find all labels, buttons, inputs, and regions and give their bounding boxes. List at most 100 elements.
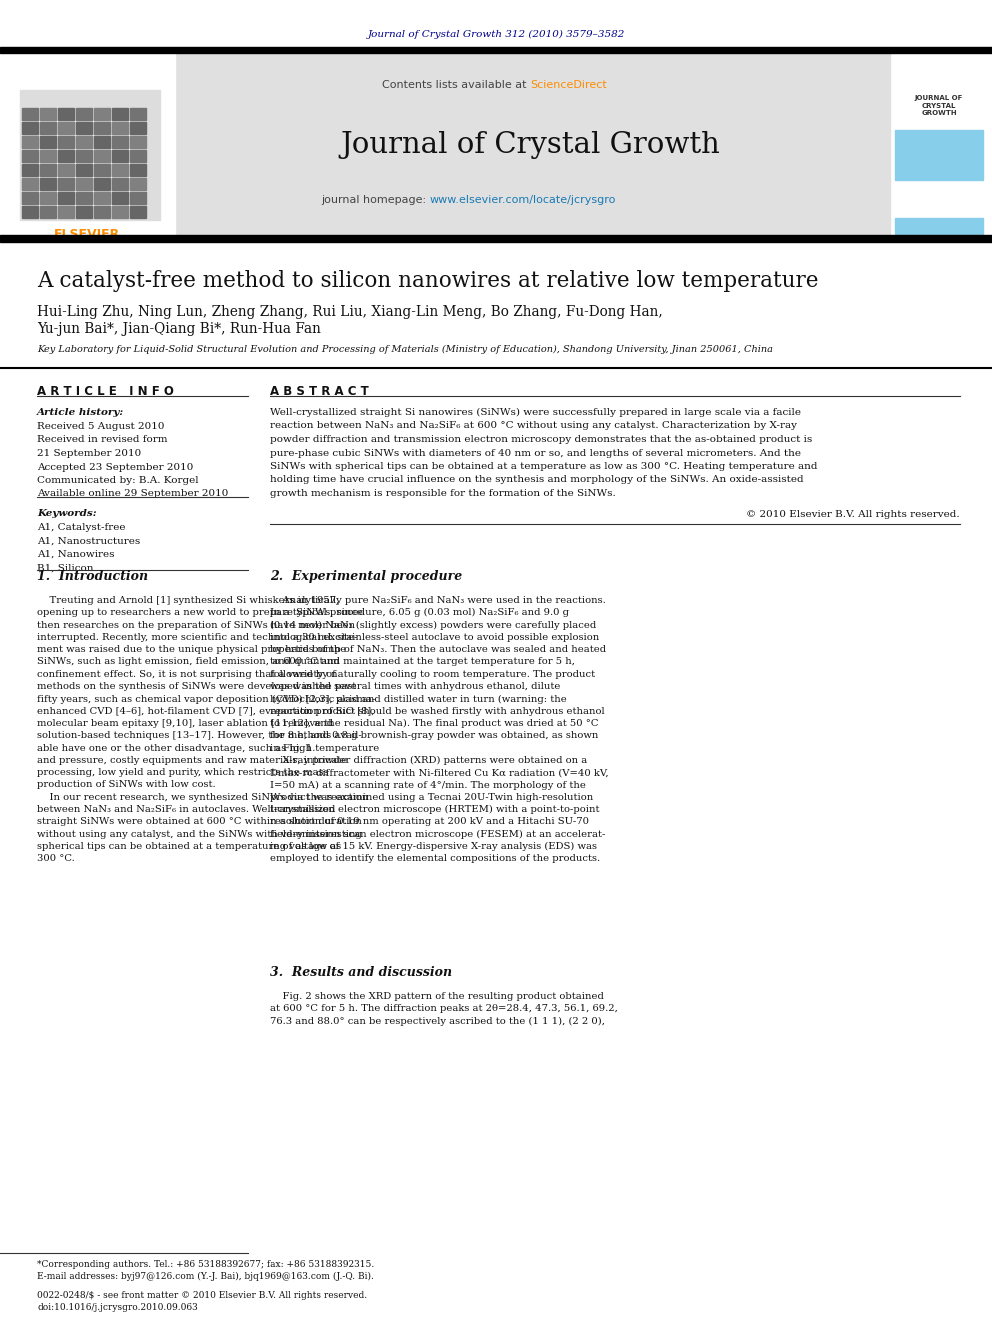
Text: product was examined using a Tecnai 20U-Twin high-resolution: product was examined using a Tecnai 20U-… (270, 792, 593, 802)
Bar (895, 75, 983, 130)
Text: 300 °C.: 300 °C. (37, 855, 74, 864)
Text: Communicated by: B.A. Korgel: Communicated by: B.A. Korgel (37, 476, 198, 486)
Text: fifty years, such as chemical vapor deposition (CVD) [2,3], plasma-: fifty years, such as chemical vapor depo… (37, 695, 375, 704)
Text: Hui-Ling Zhu, Ning Lun, Zheng Zhang, Rui Liu, Xiang-Lin Meng, Bo Zhang, Fu-Dong : Hui-Ling Zhu, Ning Lun, Zheng Zhang, Rui… (37, 306, 663, 319)
Bar (22, 179, 38, 191)
Bar (130, 149, 146, 161)
Text: at 600 °C for 5 h. The diffraction peaks at 2θ=28.4, 47.3, 56.1, 69.2,: at 600 °C for 5 h. The diffraction peaks… (270, 1004, 618, 1013)
Text: Key Laboratory for Liquid-Solid Structural Evolution and Processing of Materials: Key Laboratory for Liquid-Solid Structur… (37, 345, 773, 355)
Bar (22, 122, 38, 134)
Text: field-emission scan electron microscope (FESEM) at an accelerat-: field-emission scan electron microscope … (270, 830, 605, 839)
Text: without using any catalyst, and the SiNWs with very interesting: without using any catalyst, and the SiNW… (37, 830, 362, 839)
Bar (130, 164, 146, 176)
Bar (76, 206, 92, 218)
Bar (58, 108, 74, 120)
Text: ment was raised due to the unique physical properties of the: ment was raised due to the unique physic… (37, 646, 346, 654)
Text: powder diffraction and transmission electron microscopy demonstrates that the as: powder diffraction and transmission elec… (270, 435, 812, 445)
Text: In our recent research, we synthesized SiNWs via the reaction: In our recent research, we synthesized S… (37, 792, 368, 802)
Text: A catalyst-free method to silicon nanowires at relative low temperature: A catalyst-free method to silicon nanowi… (37, 270, 818, 292)
Text: Received 5 August 2010: Received 5 August 2010 (37, 422, 165, 431)
Bar (130, 136, 146, 148)
Bar (40, 149, 56, 161)
Bar (20, 90, 160, 220)
Text: molecular beam epitaxy [9,10], laser ablation [11,12], and: molecular beam epitaxy [9,10], laser abl… (37, 718, 333, 728)
Bar (22, 206, 38, 218)
Bar (94, 164, 110, 176)
Text: 2.  Experimental procedure: 2. Experimental procedure (270, 570, 462, 583)
Text: enhanced CVD [4–6], hot-filament CVD [7], evaporation of SiO [8],: enhanced CVD [4–6], hot-filament CVD [7]… (37, 706, 375, 716)
Text: Available online 29 September 2010: Available online 29 September 2010 (37, 490, 228, 499)
Text: A B S T R A C T: A B S T R A C T (270, 385, 369, 398)
Text: in Fig. 1.: in Fig. 1. (270, 744, 315, 753)
Text: 76.3 and 88.0° can be respectively ascribed to the (1 1 1), (2 2 0),: 76.3 and 88.0° can be respectively ascri… (270, 1016, 605, 1025)
Text: Received in revised form: Received in revised form (37, 435, 168, 445)
Text: ELSEVIER: ELSEVIER (54, 228, 120, 241)
Bar (58, 206, 74, 218)
Text: A1, Catalyst-free: A1, Catalyst-free (37, 523, 126, 532)
Text: journal homepage:: journal homepage: (321, 194, 430, 205)
Text: Fig. 2 shows the XRD pattern of the resulting product obtained: Fig. 2 shows the XRD pattern of the resu… (270, 992, 604, 1002)
Bar (94, 108, 110, 120)
Text: In a typical procedure, 6.05 g (0.03 mol) Na₂SiF₆ and 9.0 g: In a typical procedure, 6.05 g (0.03 mol… (270, 609, 569, 618)
Text: confinement effect. So, it is not surprising that a variety of: confinement effect. So, it is not surpri… (37, 669, 336, 679)
Text: Keywords:: Keywords: (37, 509, 96, 519)
Bar (112, 108, 128, 120)
Text: employed to identify the elemental compositions of the products.: employed to identify the elemental compo… (270, 855, 600, 864)
Text: between NaN₃ and Na₂SiF₆ in autoclaves. Well-crystallized: between NaN₃ and Na₂SiF₆ in autoclaves. … (37, 806, 335, 814)
Bar (112, 164, 128, 176)
Text: ScienceDirect: ScienceDirect (530, 79, 607, 90)
Bar (22, 192, 38, 204)
Text: interrupted. Recently, more scientific and technological excite-: interrupted. Recently, more scientific a… (37, 632, 357, 642)
Text: opening up to researchers a new world to prepare SiNWs, since: opening up to researchers a new world to… (37, 609, 363, 618)
Bar (22, 164, 38, 176)
Bar (76, 192, 92, 204)
Bar (94, 122, 110, 134)
Bar (40, 108, 56, 120)
Text: ing voltage of 15 kV. Energy-dispersive X-ray analysis (EDS) was: ing voltage of 15 kV. Energy-dispersive … (270, 841, 597, 851)
Text: to remove the residual Na). The final product was dried at 50 °C: to remove the residual Na). The final pr… (270, 718, 598, 728)
Text: 0022-0248/$ - see front matter © 2010 Elsevier B.V. All rights reserved.: 0022-0248/$ - see front matter © 2010 El… (37, 1291, 367, 1301)
Text: Analytically pure Na₂SiF₆ and NaN₃ were used in the reactions.: Analytically pure Na₂SiF₆ and NaN₃ were … (270, 595, 606, 605)
Text: and pressure, costly equipments and raw materials, intricate: and pressure, costly equipments and raw … (37, 755, 347, 765)
Text: hydrochloric acid and distilled water in turn (warning: the: hydrochloric acid and distilled water in… (270, 695, 566, 704)
Text: able have one or the other disadvantage, such as high temperature: able have one or the other disadvantage,… (37, 744, 379, 753)
Bar (40, 192, 56, 204)
Text: Journal of Crystal Growth: Journal of Crystal Growth (340, 131, 720, 159)
Text: reaction product should be washed firstly with anhydrous ethanol: reaction product should be washed firstl… (270, 706, 605, 716)
Text: Contents lists available at: Contents lists available at (382, 79, 530, 90)
Bar (76, 179, 92, 191)
Text: B1, Silicon: B1, Silicon (37, 564, 93, 573)
Bar (0, 235, 992, 242)
Bar (112, 149, 128, 161)
Bar (94, 206, 110, 218)
Bar (130, 206, 146, 218)
Text: by hard bump of NaN₃. Then the autoclave was sealed and heated: by hard bump of NaN₃. Then the autoclave… (270, 646, 606, 654)
Text: Dmax-rc diffractometer with Ni-filtered Cu Kα radiation (V=40 kV,: Dmax-rc diffractometer with Ni-filtered … (270, 769, 609, 777)
Bar (22, 136, 38, 148)
Text: I=50 mA) at a scanning rate of 4°/min. The morphology of the: I=50 mA) at a scanning rate of 4°/min. T… (270, 781, 586, 790)
Text: A R T I C L E   I N F O: A R T I C L E I N F O (37, 385, 174, 398)
Bar (895, 130, 983, 180)
Text: followed by naturally cooling to room temperature. The product: followed by naturally cooling to room te… (270, 669, 595, 679)
Text: reaction between NaN₃ and Na₂SiF₆ at 600 °C without using any catalyst. Characte: reaction between NaN₃ and Na₂SiF₆ at 600… (270, 422, 797, 430)
Text: SiNWs with spherical tips can be obtained at a temperature as low as 300 °C. Hea: SiNWs with spherical tips can be obtaine… (270, 462, 817, 471)
Bar (130, 122, 146, 134)
Bar (112, 206, 128, 218)
Text: *Corresponding authors. Tel.: +86 53188392677; fax: +86 53188392315.: *Corresponding authors. Tel.: +86 531883… (37, 1259, 374, 1269)
Bar (22, 108, 38, 120)
Bar (58, 179, 74, 191)
Bar (40, 206, 56, 218)
Text: holding time have crucial influence on the synthesis and morphology of the SiNWs: holding time have crucial influence on t… (270, 475, 804, 484)
Bar (130, 179, 146, 191)
Text: straight SiNWs were obtained at 600 °C within a short duration: straight SiNWs were obtained at 600 °C w… (37, 818, 362, 827)
Text: E-mail addresses: byj97@126.com (Y.-J. Bai), bjq1969@163.com (J.-Q. Bi).: E-mail addresses: byj97@126.com (Y.-J. B… (37, 1271, 374, 1281)
Text: © 2010 Elsevier B.V. All rights reserved.: © 2010 Elsevier B.V. All rights reserved… (746, 509, 960, 519)
Bar (76, 122, 92, 134)
Text: Treuting and Arnold [1] synthesized Si whiskers in 1957,: Treuting and Arnold [1] synthesized Si w… (37, 595, 339, 605)
Text: doi:10.1016/j.jcrysgro.2010.09.063: doi:10.1016/j.jcrysgro.2010.09.063 (37, 1303, 197, 1312)
Bar (895, 218, 983, 238)
Bar (112, 179, 128, 191)
Bar (58, 136, 74, 148)
Bar (130, 192, 146, 204)
Text: spherical tips can be obtained at a temperature of as low as: spherical tips can be obtained at a temp… (37, 841, 341, 851)
